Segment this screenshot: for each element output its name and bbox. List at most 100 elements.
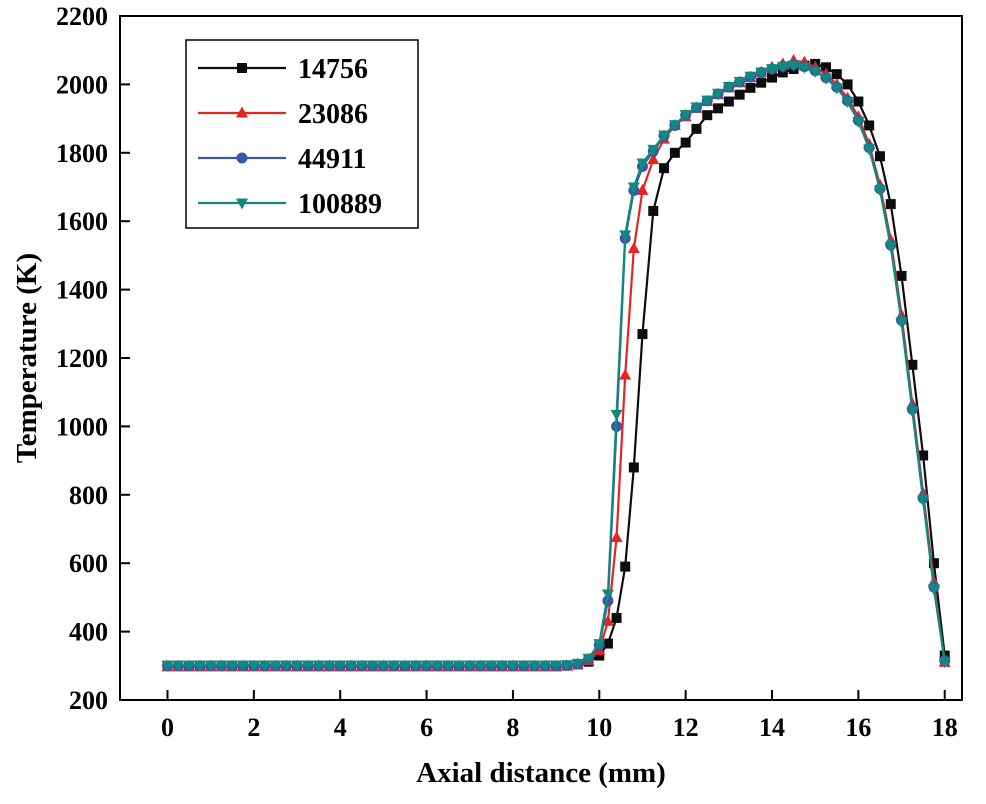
series-marker-100889 bbox=[679, 109, 692, 121]
legend-marker-100889 bbox=[236, 198, 248, 210]
x-tick-label: 12 bbox=[673, 713, 699, 742]
legend-marker-23086 bbox=[236, 106, 248, 118]
series-marker-100889 bbox=[917, 495, 930, 507]
series-marker-100889 bbox=[668, 120, 681, 132]
series-marker-100889 bbox=[755, 67, 768, 79]
y-tick-label: 200 bbox=[69, 686, 108, 715]
series-marker-100889 bbox=[258, 660, 271, 672]
series-marker-23086 bbox=[627, 242, 640, 254]
series-marker-14756 bbox=[691, 123, 702, 134]
series-marker-100889 bbox=[627, 182, 640, 194]
series-marker-14756 bbox=[648, 205, 659, 216]
series-marker-100889 bbox=[291, 660, 304, 672]
x-tick-label: 8 bbox=[506, 713, 519, 742]
plot-layer: 0 2 4 6 8 10 12 14 16 18 200 400 600 800 1000 1200 1400 1… bbox=[56, 2, 963, 742]
series-marker-100889 bbox=[485, 660, 498, 672]
series-marker-100889 bbox=[355, 660, 368, 672]
series-marker-100889 bbox=[776, 62, 789, 74]
series-marker-100889 bbox=[690, 102, 703, 114]
x-tick-label: 14 bbox=[759, 713, 785, 742]
series-marker-100889 bbox=[442, 660, 455, 672]
series-marker-100889 bbox=[539, 660, 552, 672]
series-marker-14756 bbox=[896, 270, 907, 281]
y-tick-label: 600 bbox=[69, 549, 108, 578]
series-marker-23086 bbox=[601, 614, 614, 626]
y-axis-title: Temperature (K) bbox=[11, 253, 43, 463]
series-marker-100889 bbox=[798, 62, 811, 74]
series-marker-14756 bbox=[820, 62, 831, 73]
series-marker-14756 bbox=[611, 612, 622, 623]
series-marker-14756 bbox=[842, 79, 853, 90]
series-marker-100889 bbox=[366, 660, 379, 672]
series-marker-23086 bbox=[636, 183, 649, 195]
series-marker-100889 bbox=[204, 660, 217, 672]
series-marker-23086 bbox=[647, 153, 660, 165]
series-marker-100889 bbox=[398, 660, 411, 672]
y-tick-label: 1000 bbox=[56, 412, 108, 441]
series-marker-100889 bbox=[420, 660, 433, 672]
series-marker-100889 bbox=[787, 60, 800, 72]
x-tick-label: 16 bbox=[845, 713, 871, 742]
series-marker-14756 bbox=[928, 558, 939, 569]
series-marker-23086 bbox=[619, 368, 632, 380]
series-marker-100889 bbox=[334, 660, 347, 672]
series-marker-100889 bbox=[636, 158, 649, 170]
series-marker-14756 bbox=[713, 103, 724, 114]
series-marker-100889 bbox=[593, 639, 606, 651]
y-tick-label: 1600 bbox=[56, 207, 108, 236]
series-marker-14756 bbox=[874, 151, 885, 162]
legend-label-44911: 44911 bbox=[298, 144, 366, 175]
series-marker-14756 bbox=[659, 163, 670, 174]
x-tick-label: 6 bbox=[420, 713, 433, 742]
series-marker-14756 bbox=[885, 199, 896, 210]
series-marker-100889 bbox=[560, 660, 573, 672]
series-marker-100889 bbox=[582, 653, 595, 665]
series-marker-14756 bbox=[918, 450, 929, 461]
series-marker-23086 bbox=[610, 531, 623, 543]
series-marker-100889 bbox=[601, 589, 614, 601]
series-marker-14756 bbox=[637, 329, 648, 340]
legend-label-23086: 23086 bbox=[298, 99, 368, 130]
series-marker-100889 bbox=[161, 660, 174, 672]
series-marker-14756 bbox=[602, 638, 613, 649]
series-marker-14756 bbox=[669, 147, 680, 158]
series-marker-14756 bbox=[756, 77, 767, 88]
series-marker-100889 bbox=[452, 660, 465, 672]
series-marker-100889 bbox=[496, 660, 509, 672]
x-tick-label: 18 bbox=[932, 713, 958, 742]
series-marker-14756 bbox=[745, 82, 756, 93]
series-marker-14756 bbox=[723, 96, 734, 107]
series-marker-14756 bbox=[831, 69, 842, 80]
series-marker-100889 bbox=[852, 116, 865, 128]
series-marker-100889 bbox=[193, 660, 206, 672]
y-tick-label: 1200 bbox=[56, 344, 108, 373]
legend-marker-14756 bbox=[237, 63, 247, 73]
legend-box bbox=[185, 39, 419, 229]
y-tick-label: 1400 bbox=[56, 276, 108, 305]
series-marker-14756 bbox=[864, 120, 875, 131]
series-marker-14756 bbox=[907, 359, 918, 370]
series-marker-100889 bbox=[895, 317, 908, 329]
series-marker-100889 bbox=[301, 660, 314, 672]
y-tick-label: 2200 bbox=[56, 2, 108, 31]
x-tick-label: 0 bbox=[161, 713, 174, 742]
y-tick-label: 2000 bbox=[56, 70, 108, 99]
y-tick-label: 1800 bbox=[56, 139, 108, 168]
legend-label-100889: 100889 bbox=[298, 189, 382, 220]
series-marker-100889 bbox=[506, 660, 519, 672]
series-marker-100889 bbox=[819, 73, 832, 85]
series-marker-14756 bbox=[680, 137, 691, 148]
series-marker-100889 bbox=[927, 584, 940, 596]
series-marker-100889 bbox=[247, 660, 260, 672]
series-marker-14756 bbox=[594, 650, 605, 661]
series-marker-100889 bbox=[528, 660, 541, 672]
series-marker-100889 bbox=[766, 64, 779, 76]
x-tick-label: 2 bbox=[247, 713, 260, 742]
series-marker-14756 bbox=[702, 110, 713, 121]
series-marker-100889 bbox=[863, 144, 876, 156]
series-marker-100889 bbox=[619, 230, 632, 242]
series-marker-100889 bbox=[474, 660, 487, 672]
series-marker-100889 bbox=[571, 658, 584, 670]
series-marker-100889 bbox=[744, 71, 757, 83]
